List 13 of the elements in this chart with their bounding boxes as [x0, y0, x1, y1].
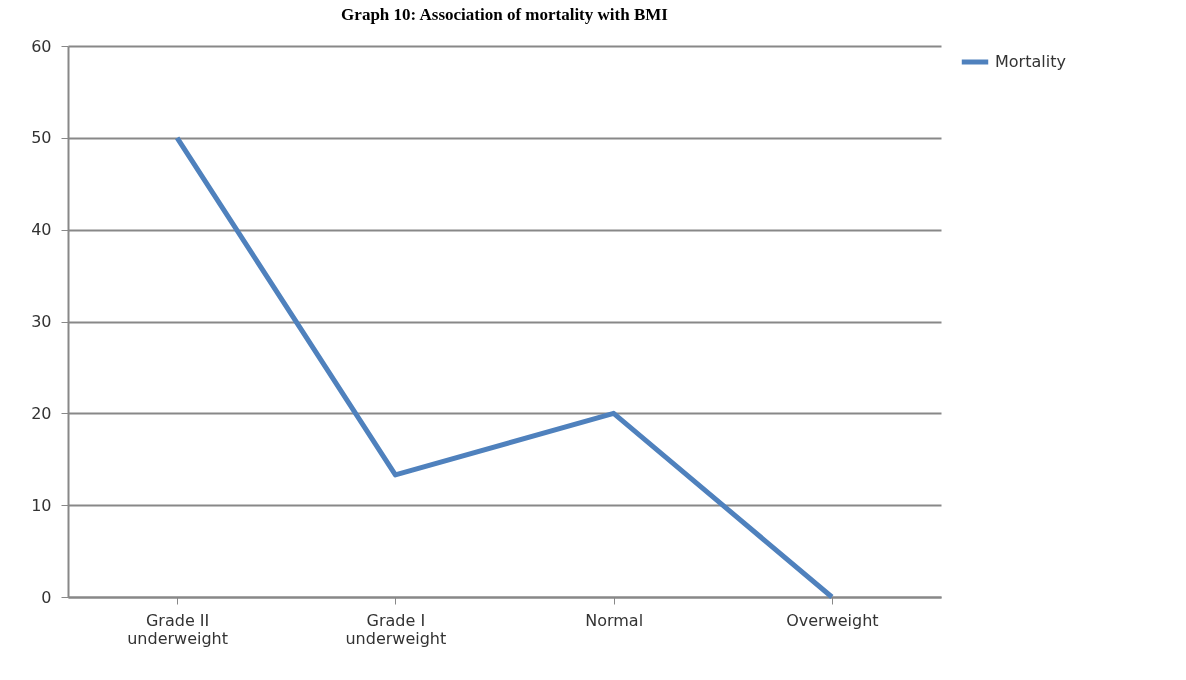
legend-label: Mortality: [995, 52, 1066, 71]
y-tick-label: 20: [31, 403, 52, 423]
y-tick-label: 0: [41, 587, 52, 607]
x-tick-label: Overweight: [786, 610, 879, 630]
x-tick-label: Grade I underweight: [345, 610, 447, 648]
y-tick-label: 10: [31, 495, 52, 515]
y-tick-label: 40: [31, 220, 52, 240]
y-tick-label: 50: [31, 128, 52, 148]
x-tick-label: Normal: [585, 610, 644, 630]
chart-title: Graph 10: Association of mortality with BMI: [341, 5, 669, 24]
x-tick-label: Grade II underweight: [127, 610, 229, 648]
y-tick-label: 60: [31, 36, 52, 56]
y-tick-label: 30: [31, 312, 52, 331]
